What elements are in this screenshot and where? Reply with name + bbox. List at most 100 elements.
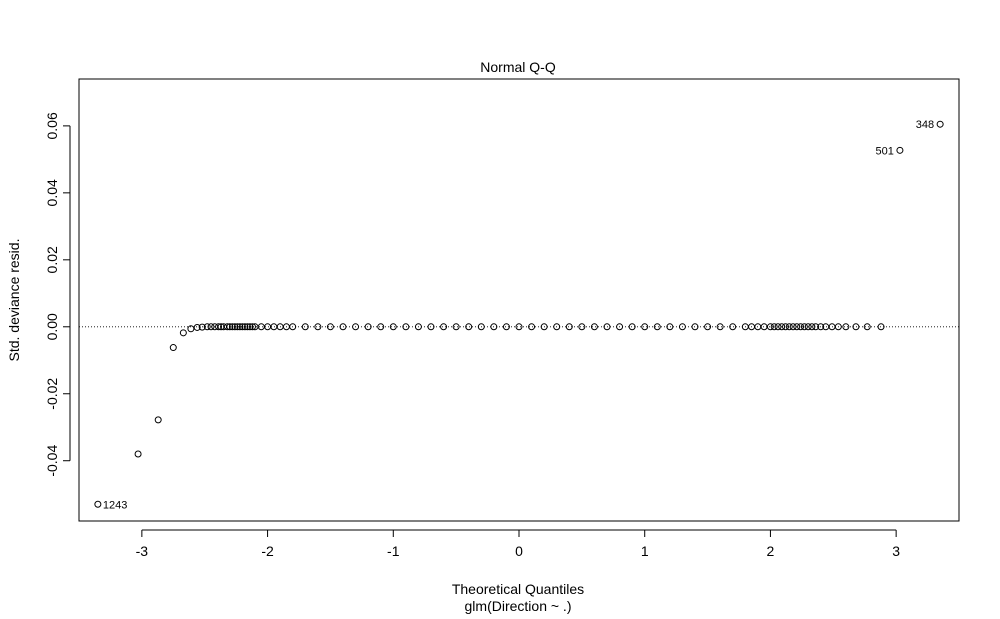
x-tick-label: 3 (892, 543, 900, 559)
data-point (203, 323, 211, 331)
data-point (834, 323, 842, 331)
x-tick-label: -2 (261, 543, 274, 559)
x-tick-label: 2 (767, 543, 775, 559)
y-tick-label: 0.04 (44, 179, 60, 206)
data-point (852, 323, 860, 331)
point-label: 501 (876, 145, 894, 157)
data-point (766, 323, 774, 331)
data-point (666, 323, 674, 331)
data-point (842, 323, 850, 331)
data-point (578, 323, 586, 331)
data-point (243, 323, 251, 331)
data-point (729, 323, 737, 331)
data-point (364, 323, 372, 331)
data-point (808, 323, 816, 331)
data-point (246, 323, 254, 331)
data-point (936, 120, 944, 128)
data-point (241, 323, 249, 331)
data-point (553, 323, 561, 331)
data-point (800, 323, 808, 331)
data-point (896, 146, 904, 154)
data-point (402, 323, 410, 331)
data-point (540, 323, 548, 331)
point-label: 1243 (103, 499, 127, 511)
data-point (238, 323, 246, 331)
y-tick-label: -0.04 (44, 445, 60, 477)
data-point (782, 323, 790, 331)
data-point (778, 323, 786, 331)
data-point (389, 323, 397, 331)
data-point (716, 323, 724, 331)
data-point (490, 323, 498, 331)
data-point (565, 323, 573, 331)
data-point (440, 323, 448, 331)
data-point (207, 323, 215, 331)
data-point (223, 323, 231, 331)
data-point (528, 323, 536, 331)
x-axis: -3 -2 -1 0 1 2 3 (136, 529, 900, 559)
data-point (427, 323, 435, 331)
data-point (804, 323, 812, 331)
data-point (877, 323, 885, 331)
data-point (691, 323, 699, 331)
y-tick-label: 0.06 (44, 112, 60, 139)
plot-frame (78, 78, 960, 522)
data-point (352, 323, 360, 331)
data-point (789, 323, 797, 331)
data-point (797, 323, 805, 331)
data-point (628, 323, 636, 331)
data-point (863, 323, 871, 331)
data-point (774, 323, 782, 331)
data-point (179, 329, 187, 337)
data-point (502, 323, 510, 331)
data-point (414, 323, 422, 331)
chart-title: Normal Q-Q (480, 59, 556, 75)
data-point (616, 323, 624, 331)
x-tick-label: 1 (641, 543, 649, 559)
data-point (339, 323, 347, 331)
x-tick-label: -1 (387, 543, 400, 559)
data-point (198, 323, 206, 331)
data-point (515, 323, 523, 331)
y-tick-label: 0.02 (44, 246, 60, 273)
x-tick-label: -3 (136, 543, 149, 559)
point-label: 348 (916, 119, 934, 131)
data-point (236, 323, 244, 331)
data-point (231, 323, 239, 331)
y-tick-label: -0.02 (44, 378, 60, 410)
data-point (590, 323, 598, 331)
y-tick-label: 0.00 (44, 313, 60, 340)
data-point (301, 323, 309, 331)
data-point (817, 323, 825, 331)
data-point (678, 323, 686, 331)
data-point (477, 323, 485, 331)
data-point (812, 323, 820, 331)
data-point (289, 323, 297, 331)
data-point (94, 500, 102, 508)
data-point (187, 325, 195, 333)
data-point (248, 323, 256, 331)
y-axis-label: Std. deviance resid. (6, 239, 22, 362)
data-point (215, 323, 223, 331)
data-point (785, 323, 793, 331)
data-point (326, 323, 334, 331)
data-point (134, 450, 142, 458)
x-axis-label: Theoretical Quantiles (452, 581, 584, 597)
data-point (465, 323, 473, 331)
point-labels: 348 501 1243 (103, 119, 934, 511)
data-point (193, 323, 201, 331)
x-tick-label: 0 (515, 543, 523, 559)
y-axis: -0.04 -0.02 0.00 0.02 0.04 0.06 (44, 112, 71, 477)
data-points (94, 120, 944, 508)
x-axis-sublabel: glm(Direction ~ .) (465, 598, 572, 614)
data-point (233, 323, 241, 331)
data-point (452, 323, 460, 331)
data-point (228, 323, 236, 331)
data-point (793, 323, 801, 331)
data-point (641, 323, 649, 331)
data-point (314, 323, 322, 331)
data-point (226, 323, 234, 331)
data-point (653, 323, 661, 331)
data-point (603, 323, 611, 331)
